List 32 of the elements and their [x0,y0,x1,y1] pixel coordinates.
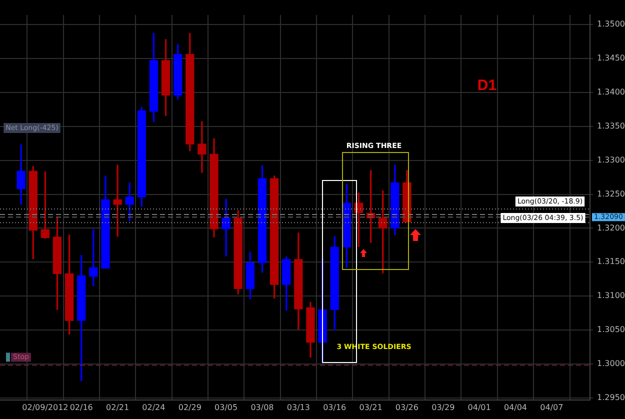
y-tick-label: 1.3200 [597,223,625,232]
y-tick-label: 1.3150 [597,257,625,266]
y-tick-label: 1.3050 [597,325,625,334]
x-tick-label: 03/29 [432,402,455,412]
x-tick-label: 03/05 [214,402,238,412]
y-tick-label: 1.3350 [597,121,625,130]
x-tick-label: 02/21 [106,402,130,412]
y-tick-label: 1.3000 [597,359,625,368]
x-tick-label: 03/08 [250,402,274,412]
x-tick-label: 02/09/2012 [22,402,68,412]
y-tick-label: 1.3300 [597,155,625,164]
x-tick-label: 02/29 [178,402,202,412]
annotation: D1 [477,77,497,94]
x-tick-label: 03/21 [359,402,382,412]
x-tick-label: 03/26 [395,402,418,412]
y-tick-label: 1.3250 [597,189,625,198]
candlestick [113,164,122,237]
y-tick-label: 1.3450 [597,54,625,63]
x-tick-label: 04/01 [468,402,491,412]
y-tick-label: 1.2950 [597,393,625,402]
y-tick-label: 1.3400 [597,87,625,96]
candlestick [198,121,206,173]
x-tick-label: 02/16 [70,402,93,412]
candlestick [89,229,98,286]
x-tick-label: 02/24 [142,402,166,412]
x-tick-label: 03/13 [286,402,310,412]
x-tick-label: 04/07 [540,402,564,412]
y-tick-label: 1.3500 [597,20,625,29]
y-tick-label: 1.3100 [597,291,625,300]
x-tick-label: 03/16 [323,402,346,412]
x-tick-label: 04/04 [504,402,528,412]
candlestick [222,198,230,256]
